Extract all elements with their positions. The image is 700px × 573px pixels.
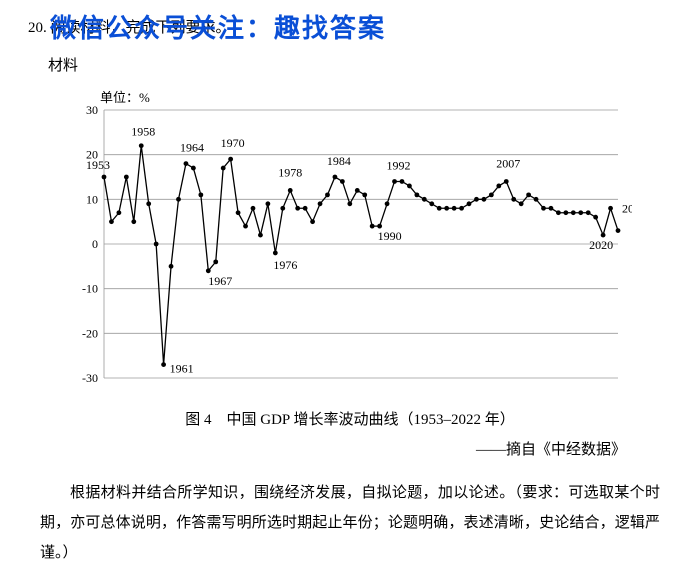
svg-text:1958: 1958 — [131, 125, 155, 139]
svg-text:1976: 1976 — [273, 258, 297, 272]
svg-text:10: 10 — [86, 192, 98, 206]
svg-text:-10: -10 — [82, 282, 98, 296]
svg-text:1992: 1992 — [387, 158, 411, 172]
svg-text:0: 0 — [92, 237, 98, 251]
svg-text:30: 30 — [86, 103, 98, 117]
svg-text:1978: 1978 — [278, 165, 302, 179]
question-number: 20. — [28, 20, 47, 36]
chart-source: ——摘自《中经数据》 — [476, 438, 626, 459]
svg-text:1961: 1961 — [170, 362, 194, 376]
material-label: 材料 — [48, 54, 78, 75]
svg-text:1984: 1984 — [327, 154, 351, 168]
watermark-text: 微信公众号关注：趣找答案 — [50, 8, 386, 45]
svg-text:1990: 1990 — [378, 229, 402, 243]
svg-text:1967: 1967 — [208, 274, 232, 288]
svg-text:1970: 1970 — [221, 136, 245, 150]
question-body: 根据材料并结合所学知识，围绕经济发展，自拟论题，加以论述。（要求：可选取某个时期… — [40, 478, 660, 568]
svg-text:-30: -30 — [82, 371, 98, 385]
svg-text:2020: 2020 — [589, 238, 613, 252]
chart-svg: 单位：%-30-20-10010203019531958196419701961… — [56, 86, 632, 396]
gdp-chart: 单位：%-30-20-10010203019531958196419701961… — [56, 86, 632, 396]
chart-caption: 图 4 中国 GDP 增长率波动曲线（1953–2022 年） — [0, 408, 700, 429]
svg-text:单位：%: 单位：% — [100, 90, 150, 105]
svg-text:1964: 1964 — [180, 141, 204, 155]
svg-text:1953: 1953 — [86, 158, 110, 172]
svg-text:2007: 2007 — [496, 156, 520, 170]
svg-text:-20: -20 — [82, 326, 98, 340]
svg-text:2022: 2022 — [622, 202, 632, 216]
